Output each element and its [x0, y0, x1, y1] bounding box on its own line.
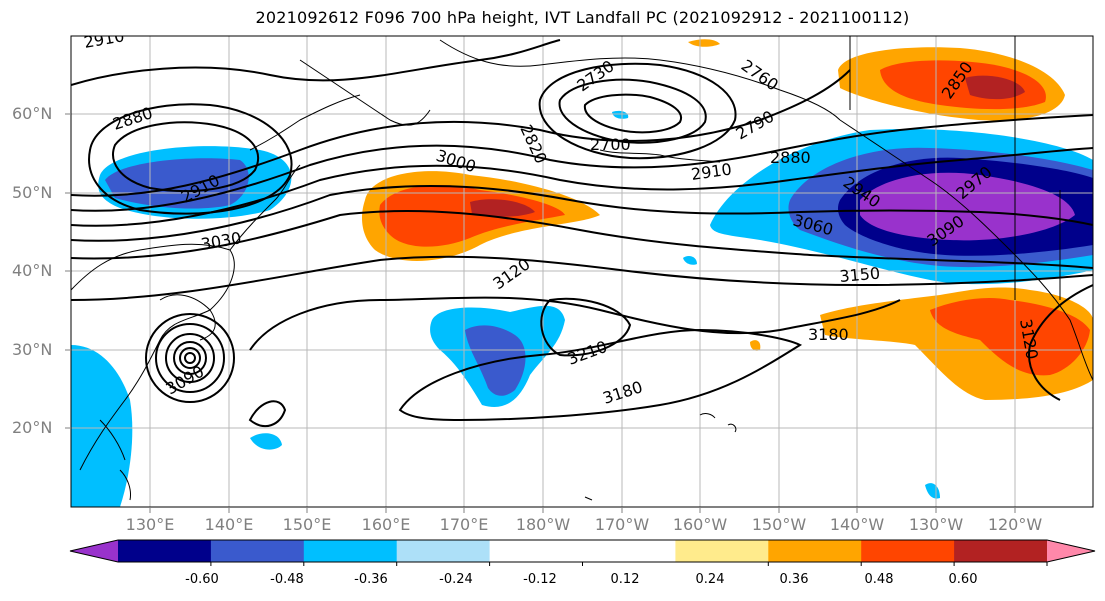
graticule [71, 36, 1093, 507]
colorbar-outline [69, 539, 1096, 563]
colorbar-tick-label: 0.24 [695, 572, 725, 587]
ivt-positive-california-core [930, 298, 1090, 376]
colorbar-tick-label: -0.12 [523, 572, 557, 587]
colorbar-swatch [954, 540, 1048, 562]
lon-label: 140°W [829, 515, 885, 534]
ivt-small-negative-d [612, 110, 629, 119]
lon-label: 150°W [751, 515, 807, 534]
colorbar-tick-label: -0.24 [439, 572, 473, 587]
colorbar-tick-label: 0.60 [948, 572, 978, 587]
lat-label: 40°N [12, 261, 53, 280]
ivt-small-positive [750, 340, 761, 351]
colorbar-tick-label: -0.60 [185, 572, 219, 587]
ivt-positive-central-core [379, 185, 565, 247]
colorbar-swatch [582, 540, 676, 562]
figure-title: 2021092612 F096 700 hPa height, IVT Land… [255, 8, 910, 27]
colorbar-extend-high [1047, 540, 1095, 562]
colorbar-swatch [675, 540, 769, 562]
lon-label: 170°W [594, 515, 650, 534]
colorbar-swatch [303, 540, 398, 562]
ivt-negative-china [71, 345, 133, 507]
lat-label: 20°N [12, 418, 53, 437]
lat-label: 50°N [12, 183, 53, 202]
contour-label: 3150 [839, 264, 881, 286]
map-area: 2910 2880 2910 3030 3000 2730 2760 2820 … [71, 36, 1093, 507]
lat-label: 30°N [12, 340, 53, 359]
colorbar-tick-label: -0.36 [354, 572, 388, 587]
height-contours [71, 39, 1093, 428]
lon-label: 160°E [361, 515, 411, 534]
ivt-shading [71, 39, 1093, 507]
ivt-positive-canada-peak [965, 75, 1025, 100]
lon-label: 180°W [515, 515, 571, 534]
lon-ticks [149, 507, 1016, 513]
ivt-small-negative-c [250, 433, 282, 450]
lon-label: 130°W [908, 515, 964, 534]
ivt-positive-central-peak [470, 199, 535, 217]
colorbar-swatch [210, 540, 305, 562]
lon-label: 120°W [987, 515, 1043, 534]
ivt-positive-arctic [688, 39, 720, 47]
colorbar-tick-label: 0.12 [610, 572, 640, 587]
lon-label: 170°E [439, 515, 489, 534]
lon-label: 130°E [125, 515, 175, 534]
contour-label: 2700 [590, 135, 631, 154]
colorbar-swatch [118, 540, 212, 562]
ivt-small-negative-a [683, 256, 697, 265]
lat-label: 60°N [12, 104, 53, 123]
colorbar-swatch [489, 540, 583, 562]
lon-label: 160°W [672, 515, 728, 534]
colorbar-swatch [768, 540, 862, 562]
lon-label: 150°E [282, 515, 332, 534]
contour-label: 2880 [770, 148, 811, 167]
ivt-negative-gulf-core [860, 172, 1075, 241]
colorbar-tick-label: -0.48 [270, 572, 304, 587]
lon-label: 140°E [204, 515, 254, 534]
colorbar-extend-low [70, 540, 118, 562]
coastlines [71, 36, 1093, 501]
lat-ticks [65, 113, 71, 429]
contour-label: 3180 [808, 325, 849, 344]
colorbar-swatch [861, 540, 955, 562]
colorbar-tick-label: 0.48 [864, 572, 894, 587]
colorbar [69, 539, 1096, 566]
colorbar-swatch [396, 540, 491, 562]
colorbar-tick-label: 0.36 [779, 572, 809, 587]
